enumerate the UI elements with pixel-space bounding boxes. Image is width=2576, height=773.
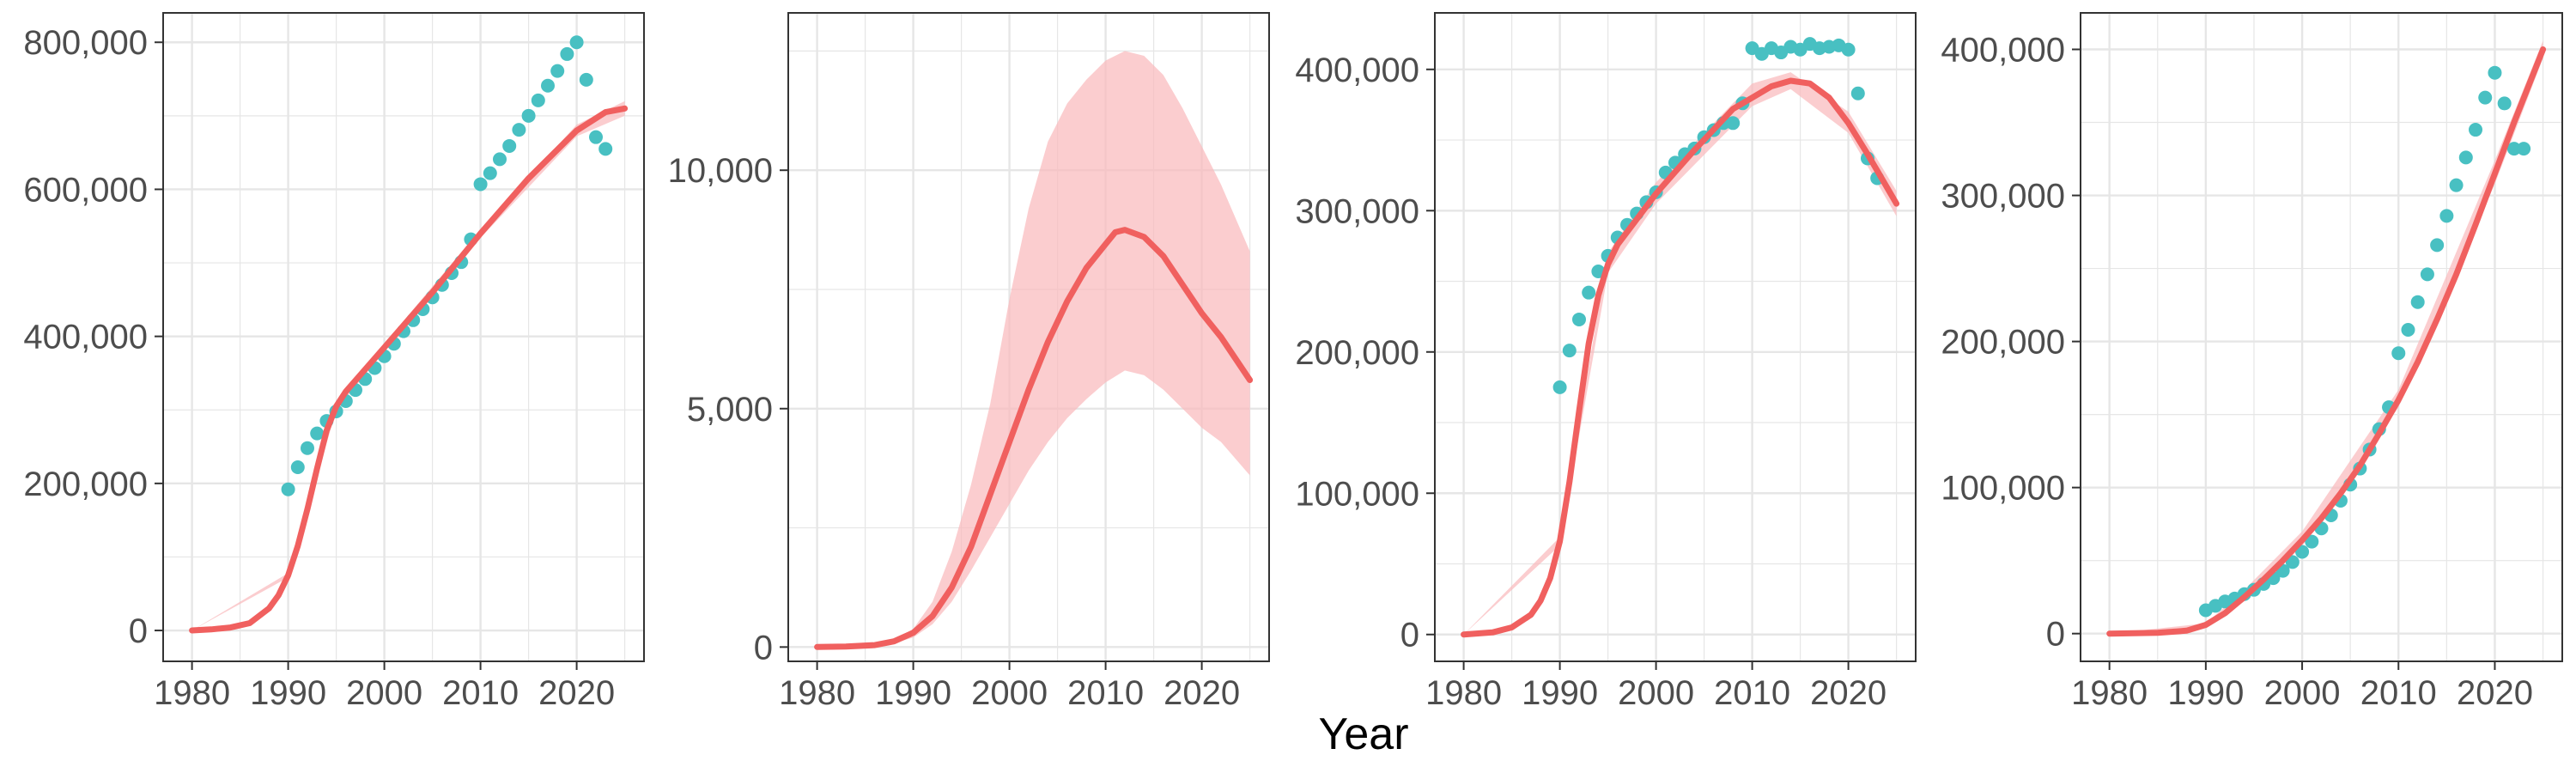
panel-3-x-tick-label: 2010 xyxy=(1714,674,1790,712)
panel-4-border xyxy=(2080,12,2563,662)
panel-4-data-point xyxy=(2401,322,2415,337)
panel-1-data-point xyxy=(589,130,603,144)
panel-4-data-point xyxy=(2420,267,2434,282)
panel-4-data-point xyxy=(2305,534,2319,549)
panel-1-x-tick-label: 1980 xyxy=(154,674,230,712)
x-axis-label: Year xyxy=(1318,709,1408,759)
panel-2-confidence-band xyxy=(817,51,1250,648)
panel-3-data-point xyxy=(1552,380,1567,394)
panel-4-data-point xyxy=(2469,123,2483,137)
panel-3-data-point xyxy=(1562,344,1577,358)
panel-3-data-point xyxy=(1582,285,1596,300)
panel-4-data-point xyxy=(2295,545,2310,559)
panel-2-x-tick-label: 2020 xyxy=(1163,674,1240,712)
panel-4-data-point xyxy=(2458,150,2473,165)
panel-2-x-tick-label: 2000 xyxy=(971,674,1048,712)
panel-1-data-point xyxy=(550,64,565,78)
panel-1-x-tick-label: 1990 xyxy=(250,674,326,712)
panel-1-y-tick-label: 0 xyxy=(129,612,148,650)
panel-4-data-point xyxy=(2391,346,2406,361)
panel-1-x-tick-label: 2020 xyxy=(538,674,615,712)
panel-2-x-tick-label: 1990 xyxy=(875,674,951,712)
panel-2: 1980 1990 2000 2010 2020 0 5,000 10,000 xyxy=(668,12,1270,712)
panel-3-data-point xyxy=(1841,42,1856,57)
panel-1-data-point xyxy=(531,93,545,107)
panel-1-data-point xyxy=(483,166,497,180)
panel-1-data-point xyxy=(310,426,325,441)
panel-1-y-tick-label: 200,000 xyxy=(23,466,148,503)
panel-3-border xyxy=(1434,12,1917,662)
panel-1-data-point xyxy=(473,177,488,192)
panel-3-y-tick-label: 0 xyxy=(1400,617,1419,654)
panel-1-data-point xyxy=(541,78,555,93)
panel-3-y-tick-label: 300,000 xyxy=(1295,192,1419,230)
panel-4-data-point xyxy=(2449,178,2464,192)
panel-1-x-tick-label: 2010 xyxy=(442,674,519,712)
panel-1-data-point xyxy=(493,152,507,167)
panel-4-x-tick-label: 2000 xyxy=(2264,674,2341,712)
panel-4-data-point xyxy=(2517,142,2531,156)
panel-3-data-point xyxy=(1850,86,1865,100)
panel-3-x-tick-label: 1980 xyxy=(1425,674,1502,712)
panel-1-data-point xyxy=(569,35,584,50)
panel-2-y-tick-label: 5,000 xyxy=(687,391,773,429)
panel-4-data-point xyxy=(2497,96,2512,111)
panel-3-fit-line xyxy=(1461,77,1900,638)
panel-3-y-tick-label: 400,000 xyxy=(1295,52,1419,89)
panel-1-data-point xyxy=(579,72,593,87)
panel-2-x-tick-label: 1980 xyxy=(779,674,855,712)
panel-1-data-point xyxy=(521,108,536,123)
panel-4-fit-line xyxy=(2106,46,2547,637)
panel-1-data-point xyxy=(598,142,613,156)
panel-3-x-tick-label: 2020 xyxy=(1810,674,1886,712)
panel-1-data-point xyxy=(290,460,305,475)
panel-4-data-point xyxy=(2285,555,2300,569)
panel-3-data-point xyxy=(1572,312,1586,326)
panel-4-data-point xyxy=(2439,209,2454,223)
panel-2-x-tick-label: 2010 xyxy=(1067,674,1144,712)
panel-4-x-tick-label: 2010 xyxy=(2360,674,2437,712)
panel-1-fit-line xyxy=(189,105,629,634)
panel-4-y-tick-label: 400,000 xyxy=(1941,32,2065,70)
panel-4-y-tick-label: 100,000 xyxy=(1941,470,2065,508)
panel-1-data-point xyxy=(512,123,526,137)
panel-2-y-tick-label: 10,000 xyxy=(668,152,773,190)
panel-4-data-point xyxy=(2488,65,2502,80)
panel-4-y-tick-label: 200,000 xyxy=(1941,324,2065,362)
panel-1-y-tick-label: 600,000 xyxy=(23,171,148,209)
panel-4-data-point xyxy=(2410,295,2425,309)
panel-4-x-tick-label: 2020 xyxy=(2457,674,2533,712)
panel-2-y-tick-label: 0 xyxy=(754,629,773,666)
panel-4-data-point xyxy=(2478,90,2493,105)
panel-3: 1980 1990 2000 2010 2020 0 100,000 200,000 300,0… xyxy=(1295,12,1917,712)
panel-3-y-tick-label: 100,000 xyxy=(1295,475,1419,513)
panel-2-border xyxy=(787,12,1270,662)
panels: 1980 1990 2000 2010 2020 0 200,000 400,000 600,0… xyxy=(23,12,2563,712)
panel-4-y-tick-label: 0 xyxy=(2046,616,2065,654)
panel-4-y-tick-label: 300,000 xyxy=(1941,178,2065,216)
panel-4-x-tick-label: 1980 xyxy=(2071,674,2148,712)
panel-3-x-tick-label: 2000 xyxy=(1618,674,1694,712)
panel-1-data-point xyxy=(560,46,574,61)
panel-4-x-tick-label: 1990 xyxy=(2167,674,2244,712)
panel-3-y-tick-label: 200,000 xyxy=(1295,334,1419,372)
panel-1-y-tick-label: 800,000 xyxy=(23,24,148,62)
panel-4-background xyxy=(2081,13,2562,661)
panel-4-data-point xyxy=(2506,142,2521,156)
panel-1-y-tick-label: 400,000 xyxy=(23,319,148,356)
panel-1-data-point xyxy=(301,441,314,455)
panel-1-data-point xyxy=(281,482,295,496)
panel-2-fit-line xyxy=(814,227,1254,650)
panel-3-x-tick-label: 1990 xyxy=(1522,674,1598,712)
panel-1-data-point xyxy=(502,138,517,153)
panel-4-data-point xyxy=(2430,238,2445,253)
panel-1: 1980 1990 2000 2010 2020 0 200,000 400,000 600,0… xyxy=(23,12,645,712)
panel-3-data-point xyxy=(1726,116,1741,131)
panel-1-x-tick-label: 2000 xyxy=(346,674,422,712)
panel-4: 1980 1990 2000 2010 2020 0 100,000 200,000 300,0… xyxy=(1941,12,2563,712)
